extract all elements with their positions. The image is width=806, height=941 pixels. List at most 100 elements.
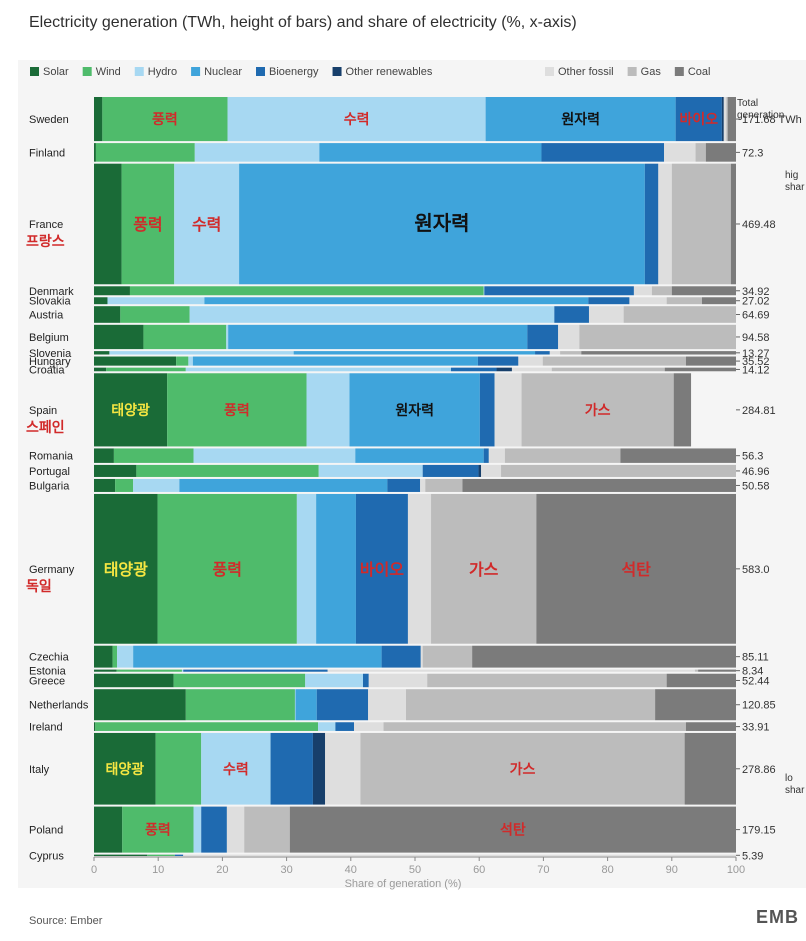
segment-slovenia-gas bbox=[560, 351, 582, 355]
segment-estonia-coal bbox=[698, 669, 736, 672]
segment-bulgaria-bioenergy bbox=[387, 478, 421, 492]
legend-label-wind: Wind bbox=[96, 66, 121, 78]
segment-ireland-wind bbox=[95, 722, 319, 731]
segment-france-bioenergy bbox=[644, 163, 659, 285]
total-label-croatia: 14.12 bbox=[742, 364, 770, 376]
x-tick-label-20: 20 bbox=[216, 864, 228, 876]
segment-ireland-gas bbox=[383, 722, 686, 731]
segment-slovenia-nuclear bbox=[293, 351, 536, 355]
legend-swatch-coal bbox=[674, 67, 684, 76]
segment-spain-wind bbox=[167, 373, 307, 447]
segment-poland-other-fossil bbox=[226, 806, 245, 853]
country-label-sweden: Sweden bbox=[29, 114, 69, 126]
segment-romania-gas bbox=[504, 448, 621, 463]
country-annotation-spain: 스페인 bbox=[26, 419, 65, 435]
segment-finland-gas bbox=[695, 143, 706, 162]
segment-poland-solar bbox=[94, 806, 123, 853]
legend-swatch-gas bbox=[627, 67, 637, 76]
segment-denmark-bioenergy bbox=[484, 286, 634, 296]
total-label-estonia: 8.34 bbox=[742, 666, 763, 678]
annotation-germany-bioenergy: 바이오 bbox=[360, 561, 404, 579]
segment-croatia-other-fossil bbox=[511, 367, 552, 372]
marimekko-chart: Solar Wind Hydro Nuclear Bioenergy Other rene… bbox=[26, 66, 805, 876]
country-label-estonia: Estonia bbox=[29, 666, 67, 678]
country-label-portugal: Portugal bbox=[29, 466, 70, 478]
segment-spain-solar bbox=[94, 373, 168, 447]
segment-italy-gas bbox=[360, 732, 685, 805]
segment-germany-nuclear bbox=[316, 493, 356, 644]
segment-italy-wind bbox=[155, 732, 202, 805]
segment-hungary-gas bbox=[542, 356, 686, 366]
segment-slovenia-coal bbox=[581, 351, 736, 355]
segment-sweden-nuclear bbox=[485, 97, 676, 142]
segment-czechia-solar bbox=[94, 645, 113, 668]
segment-denmark-gas bbox=[651, 286, 672, 296]
segment-romania-other-fossil bbox=[488, 448, 505, 463]
country-label-spain: Spain bbox=[29, 405, 57, 417]
annotation-poland-coal: 석탄 bbox=[500, 822, 526, 838]
segment-romania-nuclear bbox=[355, 448, 484, 463]
segment-austria-solar bbox=[94, 306, 121, 323]
country-label-poland: Poland bbox=[29, 825, 63, 837]
total-label-slovenia: 13.27 bbox=[742, 348, 770, 360]
top-note-line1: hig bbox=[785, 170, 798, 181]
total-header-line1: Total bbox=[737, 98, 758, 109]
segment-denmark-coal bbox=[671, 286, 736, 296]
segment-spain-hydro bbox=[306, 373, 350, 447]
segment-croatia-gas bbox=[551, 367, 665, 372]
segment-slovakia-coal bbox=[701, 297, 736, 305]
segment-croatia-hydro bbox=[185, 367, 451, 372]
segment-ireland-solar bbox=[94, 722, 96, 731]
segment-bulgaria-nuclear bbox=[179, 478, 388, 492]
segment-greece-hydro bbox=[305, 673, 363, 688]
segment-ireland-coal bbox=[685, 722, 736, 731]
segment-germany-other-fossil bbox=[407, 493, 432, 644]
total-label-ireland: 33.91 bbox=[742, 722, 770, 734]
segment-france-wind bbox=[121, 163, 175, 285]
segment-denmark-other-fossil bbox=[633, 286, 652, 296]
segment-spain-bioenergy bbox=[479, 373, 495, 447]
country-annotation-france: 프랑스 bbox=[26, 233, 65, 249]
legend-label-bioenergy: Bioenergy bbox=[269, 66, 319, 78]
segment-austria-hydro bbox=[189, 306, 555, 323]
segment-portugal-bioenergy bbox=[422, 464, 479, 477]
top-note-line2: shar bbox=[785, 182, 805, 193]
legend-label-gas: Gas bbox=[641, 66, 662, 78]
segment-austria-bioenergy bbox=[554, 306, 589, 323]
legend-label-other-fossil: Other fossil bbox=[558, 66, 614, 78]
annotation-italy-hydro: 수력 bbox=[223, 761, 249, 777]
legend-swatch-bioenergy bbox=[256, 67, 265, 76]
segment-estonia-bioenergy bbox=[183, 669, 328, 672]
segment-italy-other-fossil bbox=[325, 732, 361, 805]
segment-netherlands-nuclear bbox=[295, 689, 317, 721]
segment-slovakia-other-fossil bbox=[629, 297, 667, 305]
total-label-bulgaria: 50.58 bbox=[742, 480, 770, 492]
annotation-spain-gas: 가스 bbox=[585, 402, 611, 418]
segment-czechia-hydro bbox=[117, 645, 134, 668]
total-label-germany: 583.0 bbox=[742, 564, 770, 576]
segment-greece-wind bbox=[173, 673, 306, 688]
segment-sweden-wind bbox=[102, 97, 228, 142]
segment-austria-gas bbox=[623, 306, 736, 323]
segment-romania-bioenergy bbox=[483, 448, 489, 463]
segment-bulgaria-coal bbox=[462, 478, 736, 492]
segment-ireland-hydro bbox=[318, 722, 336, 731]
segment-finland-solar bbox=[94, 143, 96, 162]
segment-bulgaria-hydro bbox=[133, 478, 180, 492]
country-label-austria: Austria bbox=[29, 310, 64, 322]
segment-poland-gas bbox=[244, 806, 290, 853]
segment-croatia-solar bbox=[94, 367, 107, 372]
segment-netherlands-other-fossil bbox=[368, 689, 407, 721]
segment-slovenia-solar bbox=[94, 351, 110, 355]
total-label-austria: 64.69 bbox=[742, 310, 770, 322]
legend-label-coal: Coal bbox=[688, 66, 711, 78]
segment-romania-wind bbox=[113, 448, 194, 463]
segment-estonia-solar bbox=[94, 669, 117, 672]
total-label-sweden: 171.68 TWh bbox=[742, 114, 802, 126]
segment-germany-bioenergy bbox=[355, 493, 408, 644]
segment-sweden-solar bbox=[94, 97, 103, 142]
country-annotation-germany: 독일 bbox=[26, 578, 52, 594]
segment-belgium-other-fossil bbox=[558, 324, 580, 350]
segment-czechia-wind bbox=[112, 645, 118, 668]
segment-finland-nuclear bbox=[319, 143, 542, 162]
